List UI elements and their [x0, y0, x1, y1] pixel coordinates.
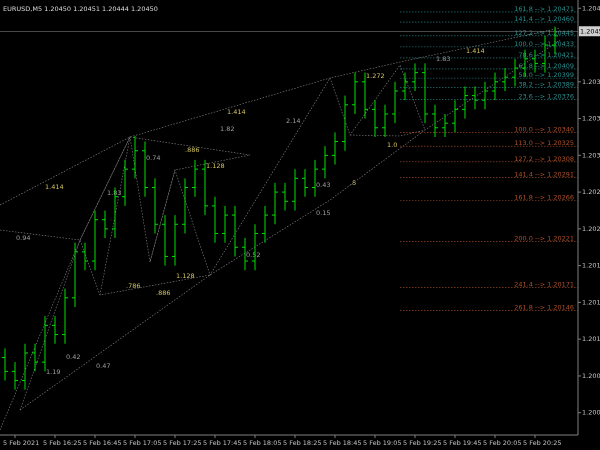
chart-title: EURUSD,M5 1.20450 1.20451 1.20444 1.2045…	[3, 5, 158, 13]
fib-label: 261.8 --> 1.20146	[514, 304, 574, 312]
x-tick-label: 5 Feb 2021	[3, 439, 39, 447]
annotation: 1.83	[436, 55, 450, 63]
y-tick-label: 1.20115	[582, 335, 600, 343]
fib-label: 161.8 --> 1.20471	[514, 5, 574, 13]
y-tick-label: 1.20315	[582, 151, 600, 159]
annotation: .5	[350, 179, 356, 187]
wave-line	[129, 136, 251, 263]
fib-label: 50.0 --> 1.20399	[518, 71, 574, 79]
x-tick-label: 5 Feb 18:05	[243, 439, 282, 447]
annotation: 1.82	[220, 125, 234, 133]
x-tick-label: 5 Feb 19:05	[363, 439, 402, 447]
wave-line	[0, 229, 211, 296]
annotation: 2.14	[286, 117, 300, 125]
x-tick-label: 5 Feb 20:25	[523, 439, 562, 447]
annotation: 1.272	[366, 72, 385, 80]
y-tick-label: 1.20035	[582, 409, 600, 417]
annotation: 1.414	[227, 108, 246, 116]
current-price-label: 1.20450	[580, 27, 600, 35]
annotation: 0.52	[246, 251, 260, 259]
annotation: 1.414	[466, 47, 485, 55]
fib-label: 78.6 --> 1.20421	[518, 51, 574, 59]
x-tick-label: 5 Feb 20:05	[483, 439, 522, 447]
annotation: .886	[156, 289, 170, 297]
x-tick-label: 5 Feb 17:45	[203, 439, 242, 447]
fib-label: 127.2 --> 1.20445	[514, 29, 574, 37]
fib-label: 200.0 --> 1.20221	[514, 235, 574, 243]
annotation: .786	[126, 282, 140, 290]
y-tick-label: 1.20475	[582, 4, 600, 12]
x-tick-label: 5 Feb 17:05	[123, 439, 162, 447]
annotation: 0.94	[16, 234, 30, 242]
annotation: 1.19	[46, 368, 60, 376]
x-tick-label: 5 Feb 18:45	[323, 439, 362, 447]
y-tick-label: 1.20155	[582, 298, 600, 306]
y-tick-label: 1.20395	[582, 78, 600, 86]
x-tick-label: 5 Feb 16:45	[83, 439, 122, 447]
y-tick-label: 1.20275	[582, 188, 600, 196]
annotation: 0.43	[316, 181, 330, 189]
current-price-box	[579, 26, 600, 37]
x-tick-label: 5 Feb 16:25	[43, 439, 82, 447]
wave-lines	[0, 27, 561, 431]
y-tick-label: 1.20195	[582, 262, 600, 270]
annotation: .886	[185, 146, 199, 154]
annotation: 0.15	[316, 209, 330, 217]
annotation: 1.128	[206, 162, 225, 170]
fib-label: 141.4 --> 1.20460	[514, 15, 574, 23]
annotation: 0.42	[66, 353, 80, 361]
y-tick-label: 1.20355	[582, 115, 600, 123]
fib-label: 23.6 --> 1.20376	[518, 92, 574, 100]
annotation: 1.414	[45, 183, 64, 191]
annotation: 0.47	[96, 362, 110, 370]
fib-label: 241.4 --> 1.20171	[514, 281, 574, 289]
annotation: 1.0	[387, 141, 397, 149]
y-tick-label: 1.20235	[582, 225, 600, 233]
x-tick-label: 5 Feb 17:25	[163, 439, 202, 447]
x-tick-label: 5 Feb 18:25	[283, 439, 322, 447]
fib-label: 113.0 --> 1.20325	[514, 139, 574, 147]
fib-label: 100.0 --> 1.20433	[514, 40, 574, 48]
annotation: 1.128	[176, 272, 195, 280]
wave-line	[349, 129, 426, 137]
wave-line	[0, 136, 131, 431]
fib-label: 61.8 --> 1.20409	[518, 62, 574, 70]
fib-label: 100.0 --> 1.20340	[514, 125, 574, 133]
fib-label: 161.8 --> 1.20266	[514, 193, 574, 201]
x-tick-label: 5 Feb 19:45	[443, 439, 482, 447]
fib-label: 141.4 --> 1.20291	[514, 170, 574, 178]
annotation: 0.74	[146, 154, 160, 162]
y-tick-label: 1.20075	[582, 372, 600, 380]
wave-line	[19, 64, 426, 411]
fib-label: 38.2 --> 1.20389	[518, 80, 574, 88]
wave-line	[19, 39, 561, 411]
fib-label: 127.2 --> 1.20308	[514, 155, 574, 163]
annotation: 1.83	[107, 189, 121, 197]
x-tick-label: 5 Feb 19:25	[403, 439, 442, 447]
